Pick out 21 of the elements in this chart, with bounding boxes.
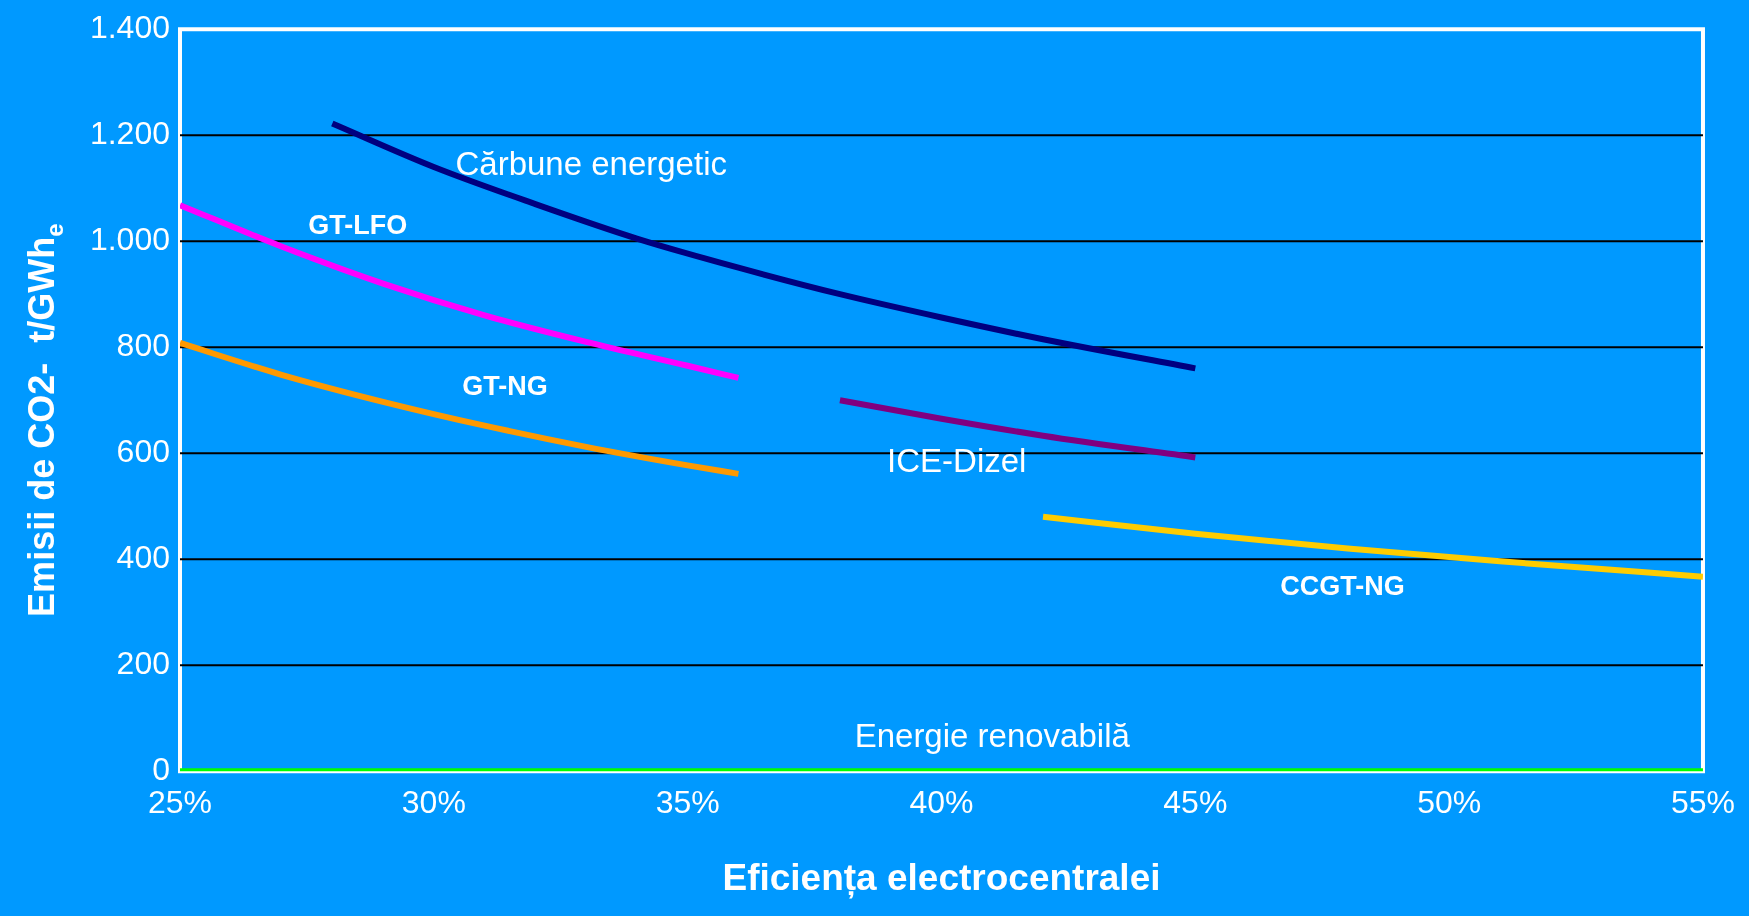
y-tick-label: 600 — [116, 433, 170, 470]
series-label: Energie renovabilă — [854, 716, 1131, 754]
y-tick-label: 400 — [116, 539, 170, 576]
y-tick-label: 1.400 — [89, 9, 170, 46]
x-tick-label: 55% — [1670, 784, 1735, 821]
x-tick-label: 35% — [655, 784, 720, 821]
series-label: GT-LFO — [308, 210, 408, 241]
x-tick-label: 45% — [1163, 784, 1228, 821]
series-label: Cărbune energetic — [455, 144, 727, 182]
y-tick-label: 800 — [116, 327, 170, 364]
series-label: CCGT-NG — [1280, 570, 1405, 601]
y-tick-label: 1.000 — [89, 221, 170, 258]
x-axis-title: Eficiența electrocentralei — [722, 857, 1161, 899]
x-tick-label: 50% — [1417, 784, 1482, 821]
y-tick-label: 200 — [116, 645, 170, 682]
y-axis-title: Emisii de CO2- t/GWhe — [20, 223, 68, 617]
series-label: GT-NG — [462, 370, 548, 401]
x-tick-label: 40% — [909, 784, 974, 821]
x-tick-label: 30% — [401, 784, 466, 821]
series-label: ICE-Dizel — [887, 442, 1027, 480]
y-tick-label: 1.200 — [89, 115, 170, 152]
